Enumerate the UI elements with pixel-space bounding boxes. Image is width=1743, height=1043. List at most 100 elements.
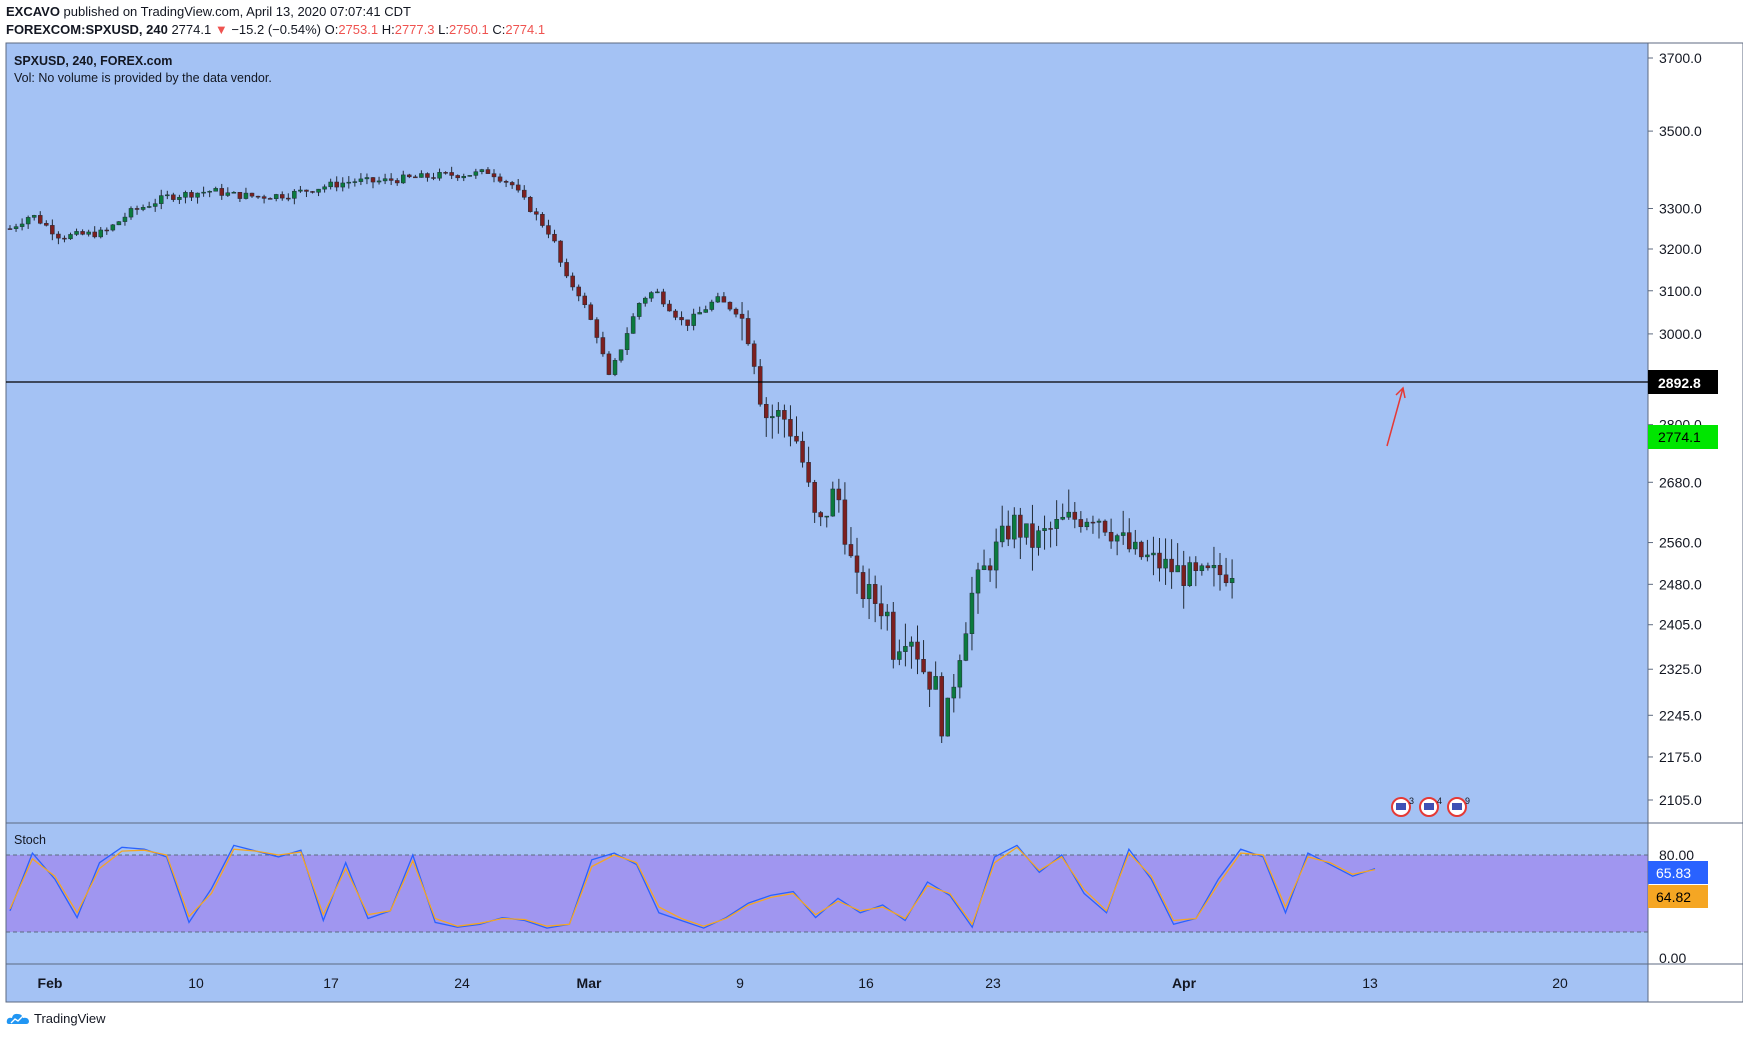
candle-body: [1175, 565, 1180, 573]
candle-body: [655, 291, 660, 294]
candle-body: [534, 211, 539, 215]
candle-body: [1072, 511, 1078, 520]
candle-body: [1169, 558, 1174, 573]
candle-body: [558, 240, 563, 263]
candle-body: [927, 671, 932, 690]
candle-body: [44, 223, 49, 226]
tradingview-logo[interactable]: TradingView: [6, 1011, 106, 1026]
candle-body: [1181, 565, 1186, 586]
candle-body: [376, 180, 382, 183]
candle-body: [975, 569, 981, 594]
candle-body: [98, 229, 103, 238]
price-tick-label: 3200.0: [1659, 241, 1702, 257]
economic-events-group[interactable]: 3 4 9: [1391, 796, 1470, 817]
candle-body: [50, 225, 55, 235]
candle-body: [159, 195, 164, 204]
candle-body: [739, 313, 745, 319]
price-tick-label: 3700.0: [1659, 50, 1702, 66]
candle-body: [770, 416, 775, 419]
candle-body: [703, 309, 708, 313]
candle-body: [643, 297, 648, 304]
candle-body: [1223, 574, 1229, 584]
candle-body: [334, 181, 339, 188]
candle-body: [261, 196, 267, 199]
candle-body: [1018, 514, 1023, 538]
candle-body: [981, 565, 987, 571]
candle-body: [969, 592, 975, 634]
candle-body: [733, 308, 739, 315]
candle-body: [310, 191, 315, 193]
change-text: −15.2 (−0.54%): [231, 22, 321, 37]
candle-body: [1096, 520, 1102, 523]
candle-body: [74, 231, 79, 235]
candle-body: [1078, 519, 1084, 528]
candle-body: [854, 555, 860, 573]
candle-body: [1066, 511, 1071, 518]
candle-body: [697, 312, 702, 315]
candle-body: [1006, 525, 1011, 540]
candle-body: [13, 226, 19, 229]
price-tick-label: 2560.0: [1659, 535, 1702, 551]
candle-body: [685, 319, 690, 326]
stoch-k-label: 65.83: [1656, 865, 1691, 881]
candle-body: [437, 172, 442, 179]
candle-body: [1199, 565, 1205, 572]
candle-body: [1193, 562, 1199, 572]
candle-body: [1102, 520, 1108, 533]
candle-body: [939, 676, 944, 737]
candle-body: [1133, 541, 1138, 550]
open-value: 2753.1: [338, 22, 379, 37]
candle-body: [788, 419, 793, 437]
candle-body: [812, 482, 817, 513]
candle-body: [1042, 528, 1047, 531]
candle-body: [292, 190, 297, 199]
candle-body: [1108, 531, 1114, 542]
flag-field: [1452, 803, 1462, 810]
candle-body: [636, 303, 642, 317]
candle-body: [576, 286, 581, 297]
candle-body: [1030, 523, 1035, 548]
candle-body: [649, 292, 654, 299]
flag-field: [1396, 803, 1406, 810]
candle-body: [219, 188, 224, 196]
stoch-level-label: 80.00: [1659, 847, 1694, 863]
time-tick-label: 23: [985, 975, 1001, 991]
event-count-label: 3: [1409, 796, 1414, 806]
candle-body: [38, 215, 43, 224]
low-label: L:: [438, 22, 449, 37]
price-tick-label: 2480.0: [1659, 576, 1702, 592]
candle-body: [679, 317, 684, 321]
ohlc-header: FOREXCOM:SPXUSD, 240 2774.1 ▼ −15.2 (−0.…: [6, 22, 545, 37]
candle-body: [1090, 521, 1096, 524]
projection-arrow-icon[interactable]: [1386, 386, 1406, 447]
level-price-tag: [1648, 370, 1718, 394]
axis-group: 3700.03500.03300.03200.03100.03000.02900…: [38, 50, 1702, 991]
candle-body: [134, 208, 140, 210]
candle-body: [1217, 565, 1223, 576]
candle-body: [401, 174, 406, 184]
author-name: EXCAVO: [6, 4, 60, 19]
legend-volume-note: Vol: No volume is provided by the data v…: [14, 71, 272, 85]
stoch-level-label: 0.00: [1659, 950, 1686, 966]
candle-body: [552, 233, 557, 242]
open-label: O:: [324, 22, 339, 37]
candle-body: [715, 296, 721, 303]
time-tick-label: 9: [736, 975, 744, 991]
candle-body: [999, 525, 1005, 543]
candle-body: [1151, 552, 1156, 556]
candle-body: [346, 181, 352, 184]
candle-body: [280, 194, 285, 199]
candle-body: [110, 224, 116, 231]
candle-body: [189, 192, 194, 198]
candle-body: [794, 435, 799, 442]
candle-body: [885, 611, 890, 617]
price-tick-label: 3100.0: [1659, 283, 1702, 299]
candle-body: [909, 641, 914, 647]
candle-body: [122, 216, 128, 222]
event-count-label: 9: [1465, 796, 1470, 806]
stoch-band-group: 80.00 0.00: [6, 847, 1694, 966]
candle-body: [903, 646, 908, 652]
stoch-d-tag: [1648, 885, 1708, 908]
